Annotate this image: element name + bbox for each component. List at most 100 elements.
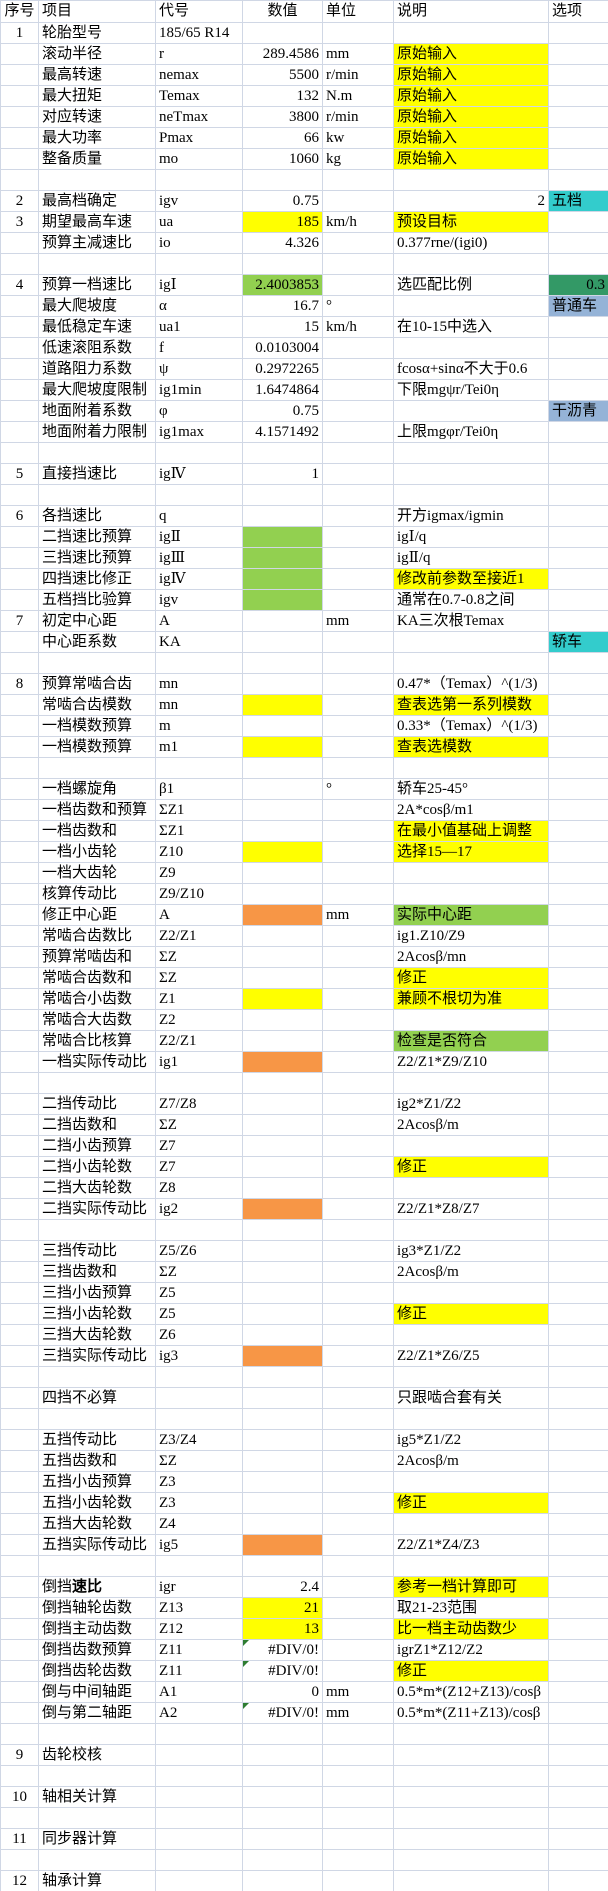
cell-item[interactable]: 地面附着力限制: [38, 421, 156, 443]
cell-note[interactable]: igrZ1*Z12/Z2: [393, 1639, 549, 1661]
cell-item[interactable]: 三挡小齿预算: [38, 1282, 156, 1304]
cell-unit[interactable]: mm: [322, 1681, 394, 1703]
cell-option[interactable]: [548, 1744, 608, 1766]
cell-value[interactable]: 289.4586: [242, 43, 323, 65]
cell-note[interactable]: [393, 1135, 549, 1157]
cell-serial[interactable]: 1: [0, 22, 39, 44]
cell-item[interactable]: 最大扭矩: [38, 85, 156, 107]
cell-code[interactable]: igv: [155, 589, 243, 611]
cell-option[interactable]: [548, 1450, 608, 1472]
cell-serial[interactable]: 11: [0, 1828, 39, 1850]
cell-note[interactable]: [393, 1408, 549, 1430]
cell-serial[interactable]: [0, 43, 39, 65]
cell-option[interactable]: [548, 1702, 608, 1724]
cell-unit[interactable]: [322, 400, 394, 422]
cell-code[interactable]: mn: [155, 673, 243, 695]
cell-option[interactable]: [548, 988, 608, 1010]
cell-code[interactable]: ΣZ: [155, 1114, 243, 1136]
cell-serial[interactable]: [0, 295, 39, 317]
cell-item[interactable]: [38, 484, 156, 506]
cell-option[interactable]: [548, 1513, 608, 1535]
cell-option[interactable]: [548, 1387, 608, 1409]
cell-serial[interactable]: [0, 694, 39, 716]
cell-option[interactable]: [548, 1408, 608, 1430]
cell-serial[interactable]: [0, 337, 39, 359]
cell-code[interactable]: Z3/Z4: [155, 1429, 243, 1451]
cell-value[interactable]: [242, 610, 323, 632]
cell-code[interactable]: α: [155, 295, 243, 317]
cell-serial[interactable]: [0, 1051, 39, 1073]
cell-option[interactable]: [548, 421, 608, 443]
cell-serial[interactable]: 5: [0, 463, 39, 485]
cell-value[interactable]: [242, 589, 323, 611]
cell-value[interactable]: 132: [242, 85, 323, 107]
cell-value[interactable]: 13: [242, 1618, 323, 1640]
cell-code[interactable]: igⅢ: [155, 547, 243, 569]
cell-value[interactable]: [242, 1114, 323, 1136]
cell-note[interactable]: [393, 1513, 549, 1535]
cell-value[interactable]: [242, 862, 323, 884]
cell-value[interactable]: [242, 442, 323, 464]
cell-serial[interactable]: [0, 1471, 39, 1493]
cell-code[interactable]: Z5/Z6: [155, 1240, 243, 1262]
cell-unit[interactable]: [322, 589, 394, 611]
cell-value[interactable]: [242, 1261, 323, 1283]
cell-serial[interactable]: [0, 1198, 39, 1220]
cell-note[interactable]: ig2*Z1/Z2: [393, 1093, 549, 1115]
cell-unit[interactable]: [322, 1849, 394, 1871]
cell-value[interactable]: 1.6474864: [242, 379, 323, 401]
cell-item[interactable]: 一档模数预算: [38, 715, 156, 737]
cell-note[interactable]: 原始输入: [393, 127, 549, 149]
cell-note[interactable]: [393, 1282, 549, 1304]
cell-item[interactable]: 最大爬坡度: [38, 295, 156, 317]
cell-option[interactable]: [548, 442, 608, 464]
cell-code[interactable]: Temax: [155, 85, 243, 107]
cell-value-error[interactable]: #DIV/0!: [242, 1660, 323, 1682]
cell-item[interactable]: 最大爬坡度限制: [38, 379, 156, 401]
cell-unit[interactable]: [322, 1093, 394, 1115]
header-cell-code[interactable]: 代号: [155, 0, 243, 23]
cell-code[interactable]: Z5: [155, 1282, 243, 1304]
cell-note[interactable]: [393, 652, 549, 674]
cell-value-error[interactable]: #DIV/0!: [242, 1639, 323, 1661]
cell-unit[interactable]: [322, 736, 394, 758]
cell-serial[interactable]: [0, 988, 39, 1010]
cell-code[interactable]: β1: [155, 778, 243, 800]
cell-serial[interactable]: [0, 1450, 39, 1472]
cell-item[interactable]: 二挡传动比: [38, 1093, 156, 1115]
cell-value[interactable]: [242, 1156, 323, 1178]
cell-value[interactable]: [242, 1471, 323, 1493]
cell-value[interactable]: 0.75: [242, 190, 323, 212]
cell-value[interactable]: 21: [242, 1597, 323, 1619]
cell-option[interactable]: [548, 568, 608, 590]
cell-item[interactable]: 齿轮校核: [38, 1744, 156, 1766]
cell-option[interactable]: [548, 1471, 608, 1493]
cell-unit[interactable]: [322, 1744, 394, 1766]
cell-item[interactable]: 轮胎型号: [38, 22, 156, 44]
cell-item[interactable]: [38, 1807, 156, 1829]
header-cell-sn[interactable]: 序号: [0, 0, 39, 23]
cell-note[interactable]: 开方igmax/igmin: [393, 505, 549, 527]
cell-serial[interactable]: 7: [0, 610, 39, 632]
cell-item[interactable]: 五档挡比验算: [38, 589, 156, 611]
cell-value[interactable]: 1060: [242, 148, 323, 170]
cell-code[interactable]: KA: [155, 631, 243, 653]
cell-unit[interactable]: [322, 253, 394, 275]
cell-serial[interactable]: [0, 862, 39, 884]
cell-value[interactable]: [242, 799, 323, 821]
cell-unit[interactable]: [322, 190, 394, 212]
cell-code[interactable]: A1: [155, 1681, 243, 1703]
cell-unit[interactable]: [322, 484, 394, 506]
cell-serial[interactable]: [0, 652, 39, 674]
cell-note[interactable]: [393, 631, 549, 653]
cell-item[interactable]: [38, 1408, 156, 1430]
cell-serial[interactable]: [0, 925, 39, 947]
cell-option[interactable]: [548, 1198, 608, 1220]
cell-code[interactable]: [155, 1828, 243, 1850]
cell-value[interactable]: [242, 1870, 323, 1891]
cell-item[interactable]: 最大功率: [38, 127, 156, 149]
cell-option[interactable]: [548, 1366, 608, 1388]
cell-unit[interactable]: mm: [322, 610, 394, 632]
cell-value[interactable]: [242, 820, 323, 842]
cell-serial[interactable]: [0, 715, 39, 737]
